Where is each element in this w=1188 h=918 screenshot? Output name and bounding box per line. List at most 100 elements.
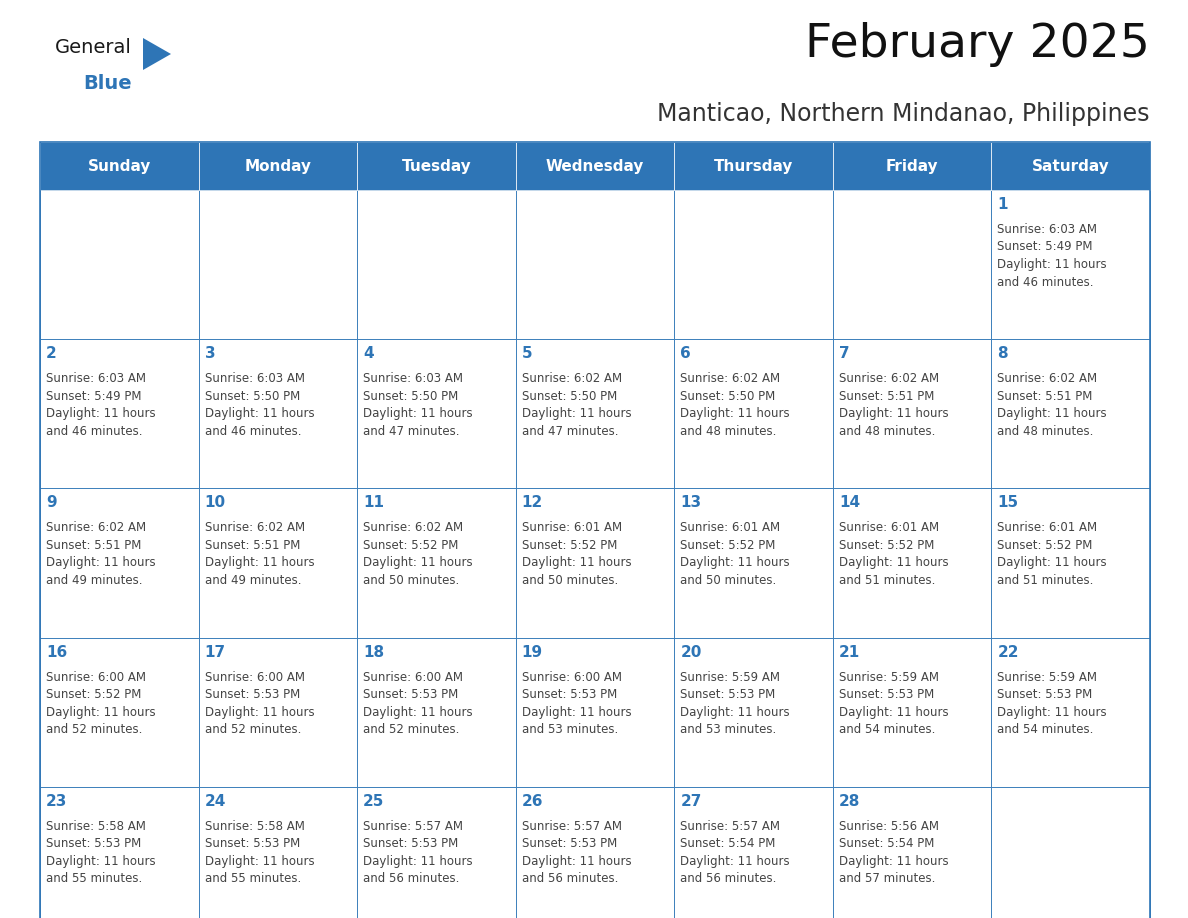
Text: Sunset: 5:53 PM: Sunset: 5:53 PM: [364, 837, 459, 850]
Text: and 46 minutes.: and 46 minutes.: [46, 425, 143, 438]
Text: 9: 9: [46, 496, 57, 510]
Text: Manticao, Northern Mindanao, Philippines: Manticao, Northern Mindanao, Philippines: [657, 102, 1150, 126]
Bar: [675, 142, 833, 190]
Text: Sunset: 5:53 PM: Sunset: 5:53 PM: [839, 688, 934, 701]
Text: and 53 minutes.: and 53 minutes.: [681, 723, 777, 736]
Text: 4: 4: [364, 346, 374, 361]
Text: and 51 minutes.: and 51 minutes.: [839, 574, 935, 587]
Text: Sunset: 5:52 PM: Sunset: 5:52 PM: [998, 539, 1093, 552]
Bar: [40, 190, 198, 339]
Text: Daylight: 11 hours: Daylight: 11 hours: [839, 855, 948, 868]
Text: Sunset: 5:50 PM: Sunset: 5:50 PM: [681, 390, 776, 403]
Text: Sunrise: 6:01 AM: Sunrise: 6:01 AM: [998, 521, 1098, 534]
Bar: [40, 142, 198, 190]
Text: 11: 11: [364, 496, 384, 510]
Text: Sunset: 5:53 PM: Sunset: 5:53 PM: [998, 688, 1093, 701]
Bar: [358, 488, 516, 638]
Text: and 46 minutes.: and 46 minutes.: [204, 425, 301, 438]
Bar: [358, 142, 516, 190]
Text: Daylight: 11 hours: Daylight: 11 hours: [204, 556, 314, 569]
Text: Sunset: 5:52 PM: Sunset: 5:52 PM: [839, 539, 934, 552]
Text: 23: 23: [46, 794, 68, 809]
Text: 3: 3: [204, 346, 215, 361]
Text: Daylight: 11 hours: Daylight: 11 hours: [839, 408, 948, 420]
Text: Sunrise: 5:58 AM: Sunrise: 5:58 AM: [46, 820, 146, 833]
Text: Sunrise: 6:01 AM: Sunrise: 6:01 AM: [522, 521, 621, 534]
Text: 18: 18: [364, 644, 384, 660]
Text: Sunrise: 6:00 AM: Sunrise: 6:00 AM: [204, 671, 304, 684]
Text: Daylight: 11 hours: Daylight: 11 hours: [364, 556, 473, 569]
Text: and 56 minutes.: and 56 minutes.: [364, 872, 460, 885]
Text: Daylight: 11 hours: Daylight: 11 hours: [681, 855, 790, 868]
Text: 28: 28: [839, 794, 860, 809]
Text: 21: 21: [839, 644, 860, 660]
Text: 20: 20: [681, 644, 702, 660]
Bar: [198, 339, 358, 488]
Text: 2: 2: [46, 346, 57, 361]
Text: Sunrise: 6:01 AM: Sunrise: 6:01 AM: [839, 521, 939, 534]
Text: Daylight: 11 hours: Daylight: 11 hours: [522, 855, 631, 868]
Text: 14: 14: [839, 496, 860, 510]
Text: Sunrise: 6:02 AM: Sunrise: 6:02 AM: [681, 372, 781, 386]
Text: Daylight: 11 hours: Daylight: 11 hours: [839, 706, 948, 719]
Bar: [675, 787, 833, 918]
Bar: [198, 142, 358, 190]
Bar: [833, 190, 992, 339]
Bar: [833, 142, 992, 190]
Text: 5: 5: [522, 346, 532, 361]
Text: 19: 19: [522, 644, 543, 660]
Text: Daylight: 11 hours: Daylight: 11 hours: [681, 408, 790, 420]
Bar: [40, 339, 198, 488]
Text: Sunrise: 6:02 AM: Sunrise: 6:02 AM: [204, 521, 304, 534]
Bar: [40, 488, 198, 638]
Bar: [40, 142, 1150, 918]
Text: and 56 minutes.: and 56 minutes.: [522, 872, 618, 885]
Text: Daylight: 11 hours: Daylight: 11 hours: [522, 556, 631, 569]
Text: 8: 8: [998, 346, 1009, 361]
Text: Saturday: Saturday: [1032, 159, 1110, 174]
Bar: [992, 638, 1150, 787]
Text: Sunset: 5:53 PM: Sunset: 5:53 PM: [364, 688, 459, 701]
Text: General: General: [55, 38, 132, 57]
Bar: [516, 142, 675, 190]
Bar: [833, 339, 992, 488]
Text: 22: 22: [998, 644, 1019, 660]
Text: Daylight: 11 hours: Daylight: 11 hours: [46, 556, 156, 569]
Bar: [992, 142, 1150, 190]
Text: Daylight: 11 hours: Daylight: 11 hours: [681, 706, 790, 719]
Bar: [358, 787, 516, 918]
Text: 10: 10: [204, 496, 226, 510]
Text: Daylight: 11 hours: Daylight: 11 hours: [522, 706, 631, 719]
Text: Daylight: 11 hours: Daylight: 11 hours: [998, 556, 1107, 569]
Text: and 48 minutes.: and 48 minutes.: [839, 425, 935, 438]
Text: Sunset: 5:50 PM: Sunset: 5:50 PM: [364, 390, 459, 403]
Text: Sunset: 5:51 PM: Sunset: 5:51 PM: [998, 390, 1093, 403]
Text: Sunset: 5:53 PM: Sunset: 5:53 PM: [681, 688, 776, 701]
Bar: [675, 638, 833, 787]
Text: Sunrise: 6:03 AM: Sunrise: 6:03 AM: [46, 372, 146, 386]
Text: Sunset: 5:54 PM: Sunset: 5:54 PM: [681, 837, 776, 850]
Text: and 54 minutes.: and 54 minutes.: [998, 723, 1094, 736]
Text: and 57 minutes.: and 57 minutes.: [839, 872, 935, 885]
Text: Daylight: 11 hours: Daylight: 11 hours: [998, 408, 1107, 420]
Text: 7: 7: [839, 346, 849, 361]
Text: 6: 6: [681, 346, 691, 361]
Text: Sunset: 5:53 PM: Sunset: 5:53 PM: [46, 837, 141, 850]
Text: and 49 minutes.: and 49 minutes.: [204, 574, 301, 587]
Text: 1: 1: [998, 197, 1007, 212]
Text: Daylight: 11 hours: Daylight: 11 hours: [46, 706, 156, 719]
Text: Sunrise: 6:02 AM: Sunrise: 6:02 AM: [522, 372, 621, 386]
Text: Daylight: 11 hours: Daylight: 11 hours: [364, 706, 473, 719]
Text: Sunrise: 6:02 AM: Sunrise: 6:02 AM: [46, 521, 146, 534]
Text: and 55 minutes.: and 55 minutes.: [46, 872, 143, 885]
Text: Sunrise: 6:03 AM: Sunrise: 6:03 AM: [364, 372, 463, 386]
Text: 17: 17: [204, 644, 226, 660]
Text: Daylight: 11 hours: Daylight: 11 hours: [46, 855, 156, 868]
Text: Daylight: 11 hours: Daylight: 11 hours: [364, 408, 473, 420]
Bar: [516, 488, 675, 638]
Text: Wednesday: Wednesday: [545, 159, 644, 174]
Text: and 50 minutes.: and 50 minutes.: [364, 574, 460, 587]
Text: 15: 15: [998, 496, 1018, 510]
Text: 12: 12: [522, 496, 543, 510]
Text: Sunday: Sunday: [88, 159, 151, 174]
